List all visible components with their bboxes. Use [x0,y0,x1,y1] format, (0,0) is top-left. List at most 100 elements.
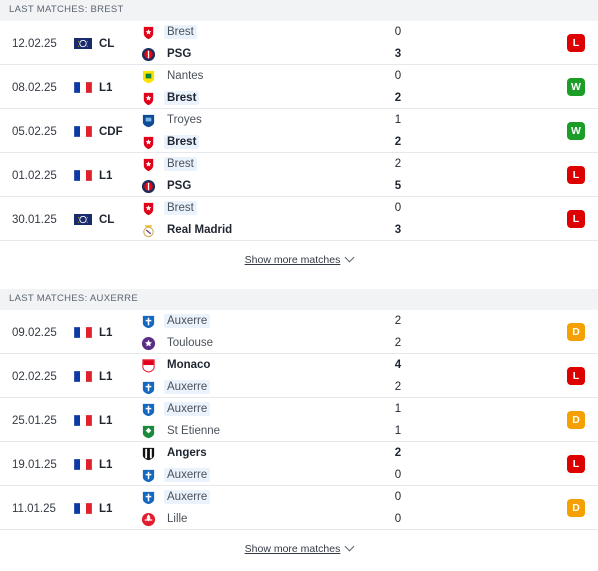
result-badge: L [567,210,585,228]
away-score: 2 [394,136,402,148]
show-more-link[interactable]: Show more matches [244,542,341,555]
section-header: LAST MATCHES: AUXERRE [0,289,598,310]
match-row[interactable]: 02.02.25 L1 Monaco Auxerre 4 2 L [0,354,598,398]
result-badge: L [567,455,585,473]
away-score: 3 [394,48,402,60]
angers-crest [141,446,156,461]
france-flag-icon [73,502,93,515]
toulouse-crest [141,336,156,351]
away-team-name: Auxerre [164,468,211,482]
st-etienne-crest [141,424,156,439]
match-row[interactable]: 12.02.25 CL Brest PSG 0 3 L [0,21,598,65]
away-score: 0 [394,513,402,525]
away-score: 2 [394,92,402,104]
section-header: LAST MATCHES: BREST [0,0,598,21]
show-more-link[interactable]: Show more matches [244,253,341,266]
away-score: 2 [394,337,402,349]
away-score: 2 [394,381,402,393]
match-row[interactable]: 11.01.25 L1 Auxerre Lille 0 0 D [0,486,598,530]
away-score: 5 [394,180,402,192]
home-score: 0 [394,491,402,503]
match-date: 01.02.25 [12,170,57,182]
match-row[interactable]: 05.02.25 CDF Troyes Brest 1 2 W [0,109,598,153]
match-row[interactable]: 30.01.25 CL Brest Real Madrid 0 3 L [0,197,598,241]
brest-crest [141,201,156,216]
home-team[interactable]: Monaco [141,356,213,374]
result-badge: W [567,122,585,140]
home-score: 2 [394,447,402,459]
competition-label: CL [99,214,115,226]
away-team[interactable]: Lille [141,510,190,528]
troyes-crest [141,113,156,128]
home-team[interactable]: Troyes [141,111,205,129]
away-team[interactable]: St Etienne [141,422,223,440]
away-team[interactable]: Brest [141,89,200,107]
home-score: 4 [394,359,402,371]
result-badge: D [567,323,585,341]
away-team[interactable]: Auxerre [141,378,211,396]
chevron-down-icon[interactable] [344,252,355,263]
competition-label: L1 [99,459,113,471]
home-team[interactable]: Brest [141,199,197,217]
auxerre-crest [141,314,156,329]
home-team[interactable]: Brest [141,23,197,41]
show-more-row: Show more matches [0,530,598,567]
monaco-crest [141,358,156,373]
match-date: 25.01.25 [12,415,57,427]
brest-crest [141,157,156,172]
away-team[interactable]: Real Madrid [141,221,235,239]
competition-label: L1 [99,371,113,383]
home-team-name: Brest [164,201,197,215]
match-date: 12.02.25 [12,38,57,50]
home-team-name: Monaco [167,359,211,371]
competition-label: L1 [99,415,113,427]
away-team-name: Real Madrid [167,224,233,236]
away-team-name: Brest [164,135,200,149]
away-team[interactable]: Auxerre [141,466,211,484]
match-row[interactable]: 08.02.25 L1 Nantes Brest 0 2 W [0,65,598,109]
home-team-name: Troyes [167,114,202,126]
france-flag-icon [73,326,93,339]
match-date: 08.02.25 [12,82,57,94]
chevron-down-icon[interactable] [344,541,355,552]
brest-crest [141,91,156,106]
competition-label: L1 [99,327,113,339]
away-team[interactable]: Brest [141,133,200,151]
france-flag-icon [73,414,93,427]
home-team[interactable]: Auxerre [141,312,211,330]
competition-label: CL [99,38,115,50]
home-team[interactable]: Nantes [141,67,206,85]
home-score: 1 [394,114,402,126]
away-score: 0 [394,469,402,481]
home-team[interactable]: Angers [141,444,210,462]
away-team-name: Lille [167,513,188,525]
away-team[interactable]: PSG [141,177,194,195]
match-row[interactable]: 01.02.25 L1 Brest PSG 2 5 L [0,153,598,197]
match-row[interactable]: 19.01.25 L1 Angers Auxerre 2 0 L [0,442,598,486]
auxerre-crest [141,380,156,395]
away-team[interactable]: Toulouse [141,334,216,352]
home-score: 0 [394,26,402,38]
psg-crest [141,47,156,62]
home-team-name: Brest [164,157,197,171]
home-team-name: Auxerre [164,490,211,504]
home-team[interactable]: Auxerre [141,488,211,506]
result-badge: L [567,367,585,385]
competition-label: CDF [99,126,123,138]
match-row[interactable]: 09.02.25 L1 Auxerre Toulouse 2 2 D [0,310,598,354]
home-score: 2 [394,315,402,327]
home-score: 0 [394,70,402,82]
competition-label: L1 [99,82,113,94]
match-row[interactable]: 25.01.25 L1 Auxerre St Etienne 1 1 D [0,398,598,442]
match-date: 02.02.25 [12,371,57,383]
home-team-name: Brest [164,25,197,39]
home-team[interactable]: Brest [141,155,197,173]
home-team[interactable]: Auxerre [141,400,211,418]
psg-crest [141,179,156,194]
away-team[interactable]: PSG [141,45,194,63]
match-date: 30.01.25 [12,214,57,226]
nantes-crest [141,69,156,84]
cl-icon [74,214,92,225]
show-more-row: Show more matches [0,241,598,278]
